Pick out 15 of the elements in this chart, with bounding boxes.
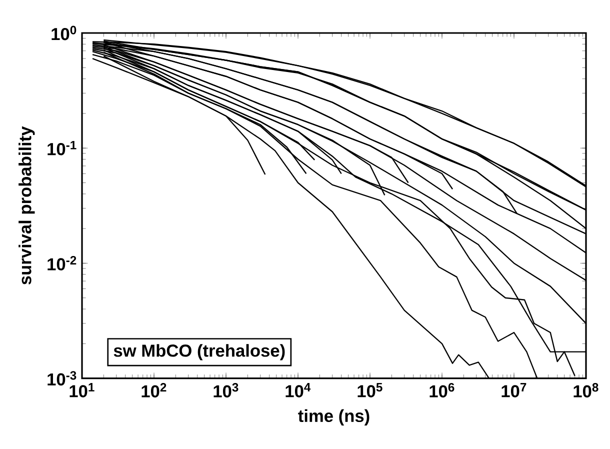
y-tick-label: 10$^{0}$: [52, 26, 76, 40]
x-tick-label: 10$^{8}$: [574, 383, 598, 398]
x-tick-label: 10$^{1}$: [70, 383, 94, 398]
x-tick-label: 10$^{7}$: [502, 383, 526, 398]
x-tick-label: 10$^{4}$: [286, 383, 311, 398]
x-tick-label: 10$^{5}$: [358, 383, 382, 398]
y-tick-label: 10$^{-1}$: [48, 140, 76, 156]
x-tick-label: 10$^{2}$: [142, 383, 166, 398]
y-tick-label: 10$^{-2}$: [48, 256, 76, 270]
annotation: sw MbCO (trehalose): [114, 344, 285, 360]
y-axis-title: survival probability: [18, 126, 35, 285]
x-tick-label: 10$^{6}$: [430, 383, 454, 398]
x-axis-title: time (ns): [298, 409, 370, 426]
y-tick-label: 10$^{-3}$: [48, 371, 76, 386]
x-tick-label: 10$^{3}$: [214, 383, 238, 398]
